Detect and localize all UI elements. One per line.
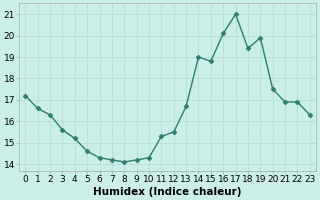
X-axis label: Humidex (Indice chaleur): Humidex (Indice chaleur) bbox=[93, 187, 242, 197]
